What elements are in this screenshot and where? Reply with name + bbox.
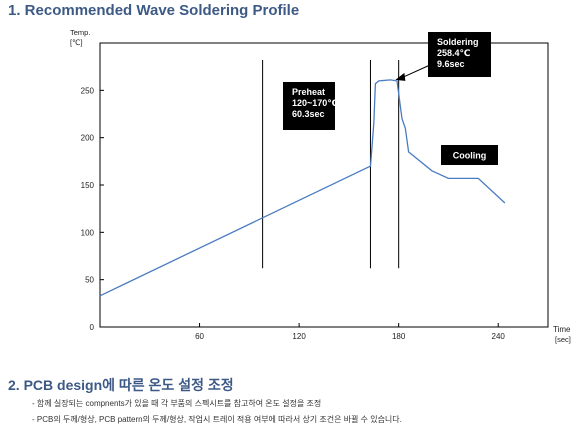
temperature-profile-line bbox=[99, 79, 506, 297]
soldering-profile-chart: 0 50 100 150 200 250 60 120 180 240 Temp.[℃] Time[s… bbox=[70, 28, 571, 344]
x-axis-unit: [sec] bbox=[555, 335, 571, 344]
preheat-annotation-text: 60.3sec bbox=[292, 109, 325, 119]
soldering-annotation-text: 258.4℃ bbox=[437, 48, 471, 58]
y-axis-unit: [℃] bbox=[70, 38, 83, 47]
y-tick-label: 50 bbox=[85, 276, 94, 285]
y-axis-label: Temp. bbox=[70, 28, 90, 37]
preheat-annotation-box bbox=[283, 82, 335, 130]
bullet-item-1: - 함께 실장되는 compnents가 있을 때 각 부품의 스펙시트를 참고… bbox=[32, 399, 322, 408]
y-tick-label: 250 bbox=[81, 86, 95, 95]
y-tick-label: 0 bbox=[90, 323, 95, 332]
x-tick-label: 240 bbox=[492, 332, 506, 341]
cooling-annotation-text: Cooling bbox=[453, 151, 487, 161]
soldering-callout-arrow bbox=[401, 64, 431, 79]
soldering-annotation-text: Soldering bbox=[437, 37, 479, 47]
soldering-annotation-text: 9.6sec bbox=[437, 59, 465, 69]
soldering-callout-arrowhead bbox=[395, 72, 406, 81]
y-tick-label: 200 bbox=[81, 134, 95, 143]
bullet-item-2: - PCB의 두께/형상, PCB pattern의 두께/형상, 작업시 트레… bbox=[32, 415, 402, 424]
x-tick-label: 120 bbox=[292, 332, 306, 341]
x-axis-label: Time bbox=[553, 325, 571, 334]
section-title-2: 2. PCB design에 따른 온도 설정 조정 bbox=[8, 377, 234, 393]
cooling-annotation-box bbox=[441, 145, 498, 165]
y-tick-label: 100 bbox=[81, 228, 95, 237]
y-tick-label: 150 bbox=[81, 181, 95, 190]
preheat-annotation-text: 120~170℃ bbox=[292, 98, 338, 108]
x-tick-label: 60 bbox=[195, 332, 204, 341]
preheat-annotation-text: Preheat bbox=[292, 87, 325, 97]
x-tick-label: 180 bbox=[392, 332, 406, 341]
section-title-1: 1. Recommended Wave Soldering Profile bbox=[8, 2, 300, 19]
soldering-annotation-box bbox=[428, 32, 491, 77]
